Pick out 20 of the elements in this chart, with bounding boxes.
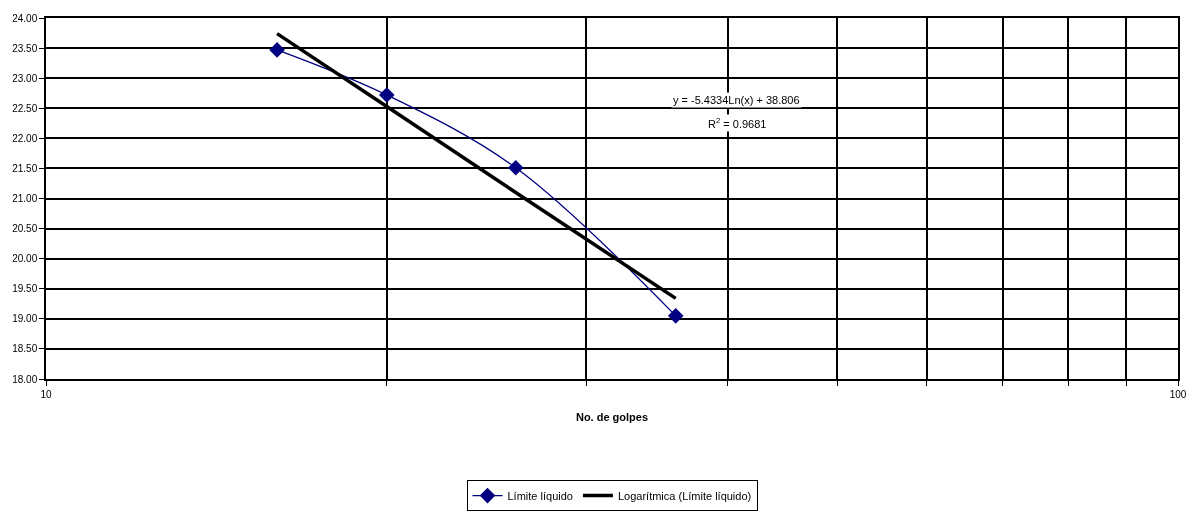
legend-label: Logarítmica (Límite líquido) [617,489,752,502]
annotation: R$^{2}$ = 0.9681 [708,116,767,130]
legend-label: Límite líquido [507,489,573,502]
x-tick-label: 100 [1169,388,1187,400]
y-tick-label: 21.00 [12,193,38,204]
y-tick-label: 20.00 [12,253,38,265]
y-tick-label: 18.00 [12,373,38,385]
y-tick-label: 23.00 [12,72,38,84]
y-tick-label: 24.00 [12,12,38,24]
annotation: y = -5.4334Ln(x) + 38.806 [673,94,800,106]
y-tick-label: 22.50 [12,102,38,114]
y-tick-label: 18.50 [12,343,38,355]
y-tick-label: 20.50 [12,223,38,235]
y-tick-label: 22.00 [12,132,38,144]
y-tick-label: 19.00 [12,313,38,325]
x-tick-label: 10 [40,388,52,400]
y-tick-label: 23.50 [12,42,38,54]
y-tick-label: 19.50 [12,283,38,295]
x-axis-title: No. de golpes [575,411,649,424]
y-tick-label: 21.50 [12,162,38,174]
